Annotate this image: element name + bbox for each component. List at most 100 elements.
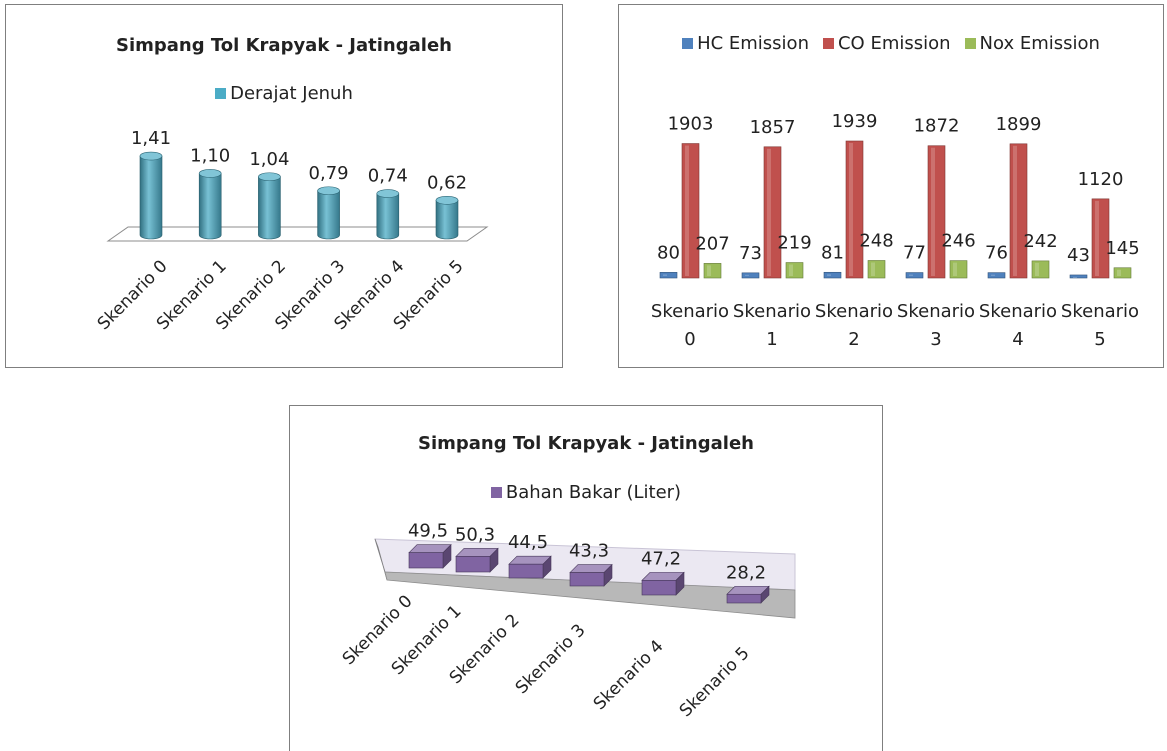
data-label: 28,2 — [726, 562, 766, 583]
data-label: 246 — [941, 231, 975, 252]
bar-group — [198, 169, 222, 240]
bar — [508, 563, 544, 579]
data-label: 145 — [1105, 238, 1139, 259]
legend: Bahan Bakar (Liter) — [290, 482, 882, 503]
data-label: 1,04 — [249, 149, 289, 170]
bar-group — [455, 547, 499, 573]
data-label: 1120 — [1078, 169, 1124, 190]
chart-panel-derajat-jenuh: Simpang Tol Krapyak - Jatingaleh Derajat… — [5, 4, 563, 368]
bar-group — [681, 143, 700, 279]
bar — [569, 572, 605, 587]
legend: HC Emission CO Emission Nox Emission — [619, 33, 1163, 54]
data-label: 81 — [821, 242, 844, 263]
legend-label: Nox Emission — [979, 33, 1100, 54]
bar-group — [1091, 198, 1110, 279]
bar — [823, 271, 842, 279]
bar-group — [726, 585, 770, 604]
legend-label: CO Emission — [837, 33, 951, 54]
tick-label: 0 — [684, 329, 695, 350]
legend: Derajat Jenuh — [6, 83, 562, 104]
tick-label: Skenario — [897, 301, 975, 322]
bar — [927, 145, 946, 279]
tick-label: 1 — [766, 329, 777, 350]
tick-label: Skenario — [1061, 301, 1139, 322]
bar-highlight — [909, 274, 913, 276]
bar-group — [905, 272, 924, 279]
bar-highlight — [1095, 200, 1099, 276]
bar — [198, 173, 222, 240]
bar-group — [949, 260, 968, 279]
bar — [641, 580, 677, 596]
bar — [845, 140, 864, 279]
bar — [659, 272, 678, 279]
tick-label: Skenario — [733, 301, 811, 322]
bar-highlight — [991, 274, 995, 276]
chart-panel-bahan-bakar: Simpang Tol Krapyak - Jatingaleh Bahan B… — [289, 405, 883, 751]
data-label: 49,5 — [408, 521, 448, 542]
legend-swatch — [964, 38, 976, 49]
legend-swatch — [822, 38, 834, 49]
bar — [681, 143, 700, 279]
bar-group — [1031, 260, 1050, 279]
chart-title: Simpang Tol Krapyak - Jatingaleh — [418, 433, 754, 454]
bar-group — [741, 272, 760, 279]
data-label: 242 — [1023, 231, 1057, 252]
bar-group — [1113, 267, 1132, 279]
bar-top — [139, 151, 163, 161]
bar — [703, 263, 722, 279]
tick-label: Skenario — [651, 301, 729, 322]
data-label: 44,5 — [508, 532, 548, 553]
tick-label: 5 — [1094, 329, 1105, 350]
bar-group — [1069, 274, 1088, 279]
data-label: 1,41 — [131, 128, 171, 149]
bar-group — [845, 140, 864, 279]
legend-item: Bahan Bakar (Liter) — [490, 482, 682, 503]
data-label: 1857 — [750, 117, 796, 138]
bar-group — [258, 172, 281, 240]
bar-group — [408, 543, 452, 569]
bar-highlight — [827, 274, 831, 276]
tick-label: Skenario 4 — [590, 636, 668, 714]
data-label: 1939 — [832, 111, 878, 132]
data-label: 1899 — [996, 114, 1042, 135]
bar-highlight — [707, 265, 711, 276]
data-label: 50,3 — [455, 524, 495, 545]
bar-group — [703, 263, 722, 279]
tick-label: 3 — [930, 329, 941, 350]
legend-swatch — [490, 487, 502, 498]
legend-label: HC Emission — [697, 33, 809, 54]
bar-group — [867, 260, 886, 279]
bar-highlight — [953, 262, 957, 276]
data-label: 76 — [985, 243, 1008, 264]
tick-label: Skenario 3 — [512, 620, 590, 698]
bar-group — [376, 189, 400, 240]
tick-label: 4 — [1012, 329, 1023, 350]
bar-highlight — [767, 148, 771, 276]
bar — [1031, 260, 1050, 279]
bar — [905, 272, 924, 279]
bar — [139, 155, 163, 240]
bar-highlight — [1013, 145, 1017, 276]
bar-group — [785, 262, 804, 279]
legend-item-co: CO Emission — [822, 33, 951, 54]
bar-top — [198, 169, 222, 178]
bar — [785, 262, 804, 279]
bar — [455, 556, 491, 573]
chart-plot-emissions: 80 1903 207 Skenario 0 73 1857 219 Skenario 1 81 19… — [651, 111, 1140, 350]
bar — [408, 552, 444, 569]
data-label: 1,10 — [190, 145, 230, 166]
bar-top — [317, 186, 340, 196]
bar-group — [508, 555, 552, 579]
data-label: 207 — [695, 233, 729, 254]
bar-highlight — [871, 262, 875, 276]
legend-swatch — [215, 88, 227, 99]
legend-label: Bahan Bakar (Liter) — [505, 482, 682, 503]
bar — [741, 272, 760, 279]
legend-label: Derajat Jenuh — [230, 83, 353, 104]
bar-group — [139, 151, 163, 240]
tick-label: Skenario — [815, 301, 893, 322]
bar-group — [927, 145, 946, 279]
bar-group — [435, 195, 459, 240]
